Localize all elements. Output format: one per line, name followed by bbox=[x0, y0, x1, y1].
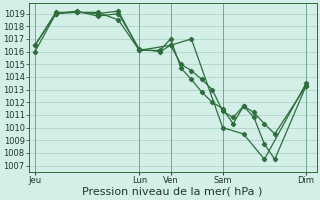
X-axis label: Pression niveau de la mer( hPa ): Pression niveau de la mer( hPa ) bbox=[83, 187, 263, 197]
